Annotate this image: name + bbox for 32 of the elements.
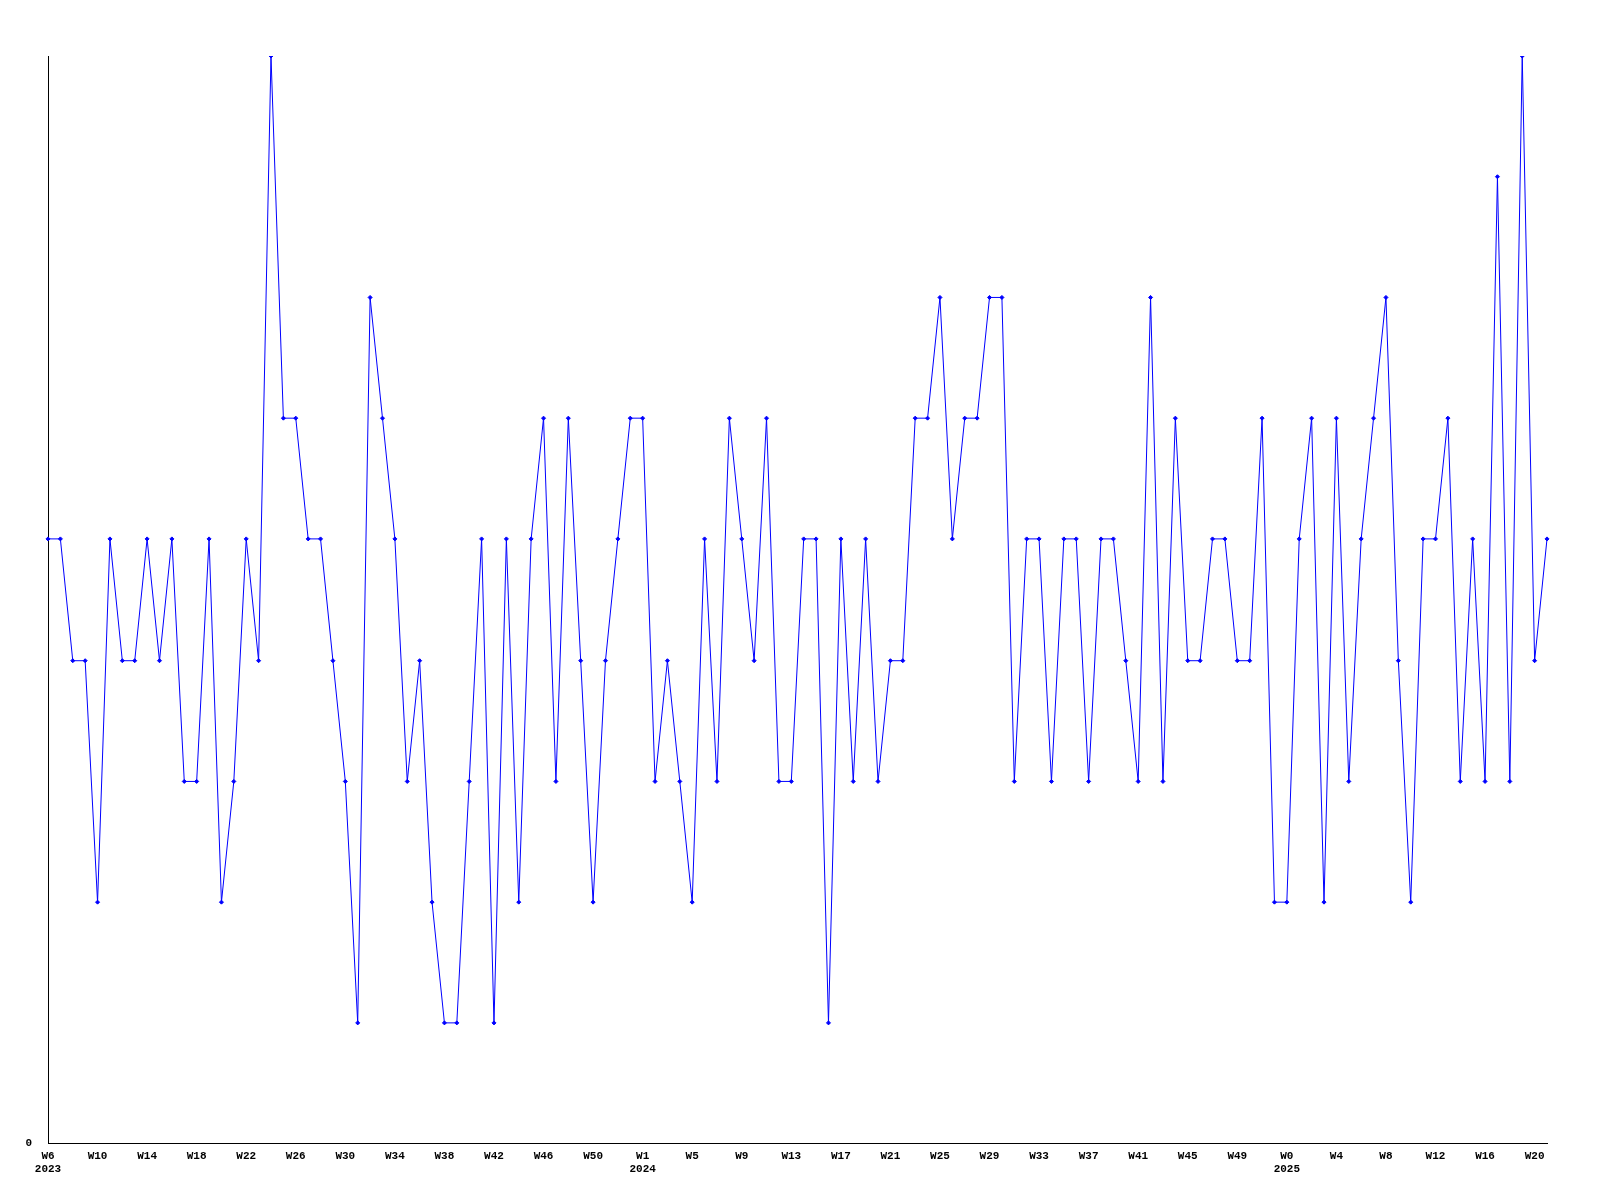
- x-tick-label: W45: [1177, 1149, 1199, 1162]
- x-tick-label: W33: [1029, 1149, 1050, 1162]
- x-tick-label: W50: [583, 1149, 603, 1162]
- x-tick-label: W5: [685, 1149, 700, 1162]
- x-tick-label: W20: [1524, 1149, 1545, 1162]
- x-tick-label: W29: [979, 1149, 1000, 1162]
- x-tick-label: W25: [930, 1149, 951, 1162]
- x-tick-label: W1 2024: [629, 1149, 657, 1176]
- x-tick-label: W42: [484, 1149, 504, 1162]
- x-tick-label: W9: [735, 1149, 749, 1162]
- x-tick-label: W8: [1379, 1149, 1393, 1162]
- x-tick-label: W38: [434, 1149, 455, 1162]
- x-tick-label: W46: [533, 1149, 554, 1162]
- x-tick-label: W18: [186, 1149, 207, 1162]
- x-tick-label: W26: [285, 1149, 306, 1162]
- x-tick-label: W34: [384, 1149, 406, 1162]
- x-tick-label: W21: [880, 1149, 901, 1162]
- x-tick-label: W30: [335, 1149, 356, 1162]
- x-tick-label: W4: [1329, 1149, 1344, 1162]
- x-tick-label: W17: [830, 1149, 851, 1162]
- x-tick-label: W10: [87, 1149, 108, 1162]
- x-tick-label: W13: [781, 1149, 802, 1162]
- x-tick-label: W22: [236, 1149, 257, 1162]
- x-tick-label: W16: [1475, 1149, 1495, 1162]
- x-tick-label: W0 2025: [1273, 1149, 1301, 1176]
- text: 0: [25, 1137, 32, 1150]
- x-tick-label: W6 2023: [34, 1149, 62, 1176]
- x-tick-label: W37: [1078, 1149, 1099, 1162]
- x-tick-label: W14: [137, 1149, 158, 1162]
- x-tick-label: W49: [1227, 1149, 1248, 1162]
- x-tick-label: W12: [1425, 1149, 1446, 1162]
- x-tick-label: W41: [1128, 1149, 1149, 1162]
